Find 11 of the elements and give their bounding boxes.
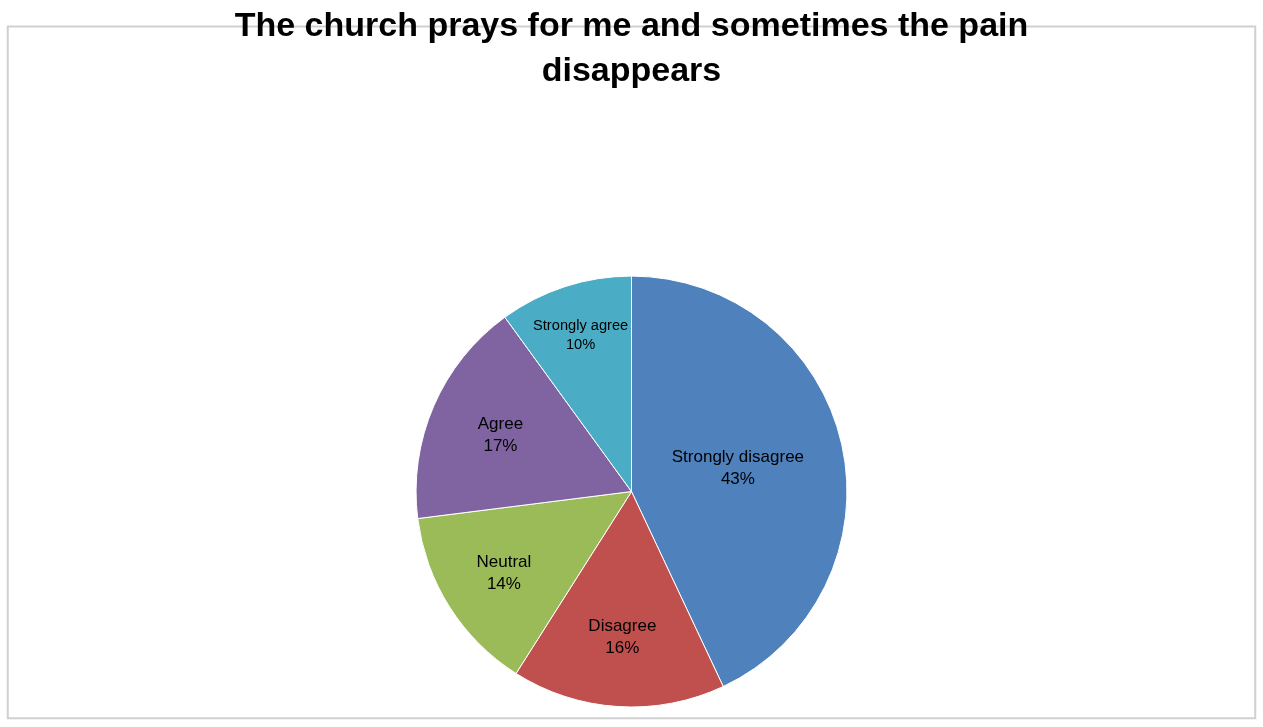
slice-label: Strongly disagree <box>671 447 805 467</box>
data-label: 16% <box>605 638 640 658</box>
chart-title: The church prays for me and sometimes the pain disappears <box>234 5 1029 88</box>
data-label: 17% <box>483 436 518 456</box>
data-label: 43% <box>720 469 755 489</box>
slice-label: Strongly agree <box>533 317 629 334</box>
slice-label: Disagree <box>588 616 657 636</box>
slice-label: Agree <box>477 414 524 434</box>
slice-label: Neutral <box>476 551 532 571</box>
data-label: 14% <box>486 574 521 594</box>
data-label: 10% <box>565 336 596 353</box>
